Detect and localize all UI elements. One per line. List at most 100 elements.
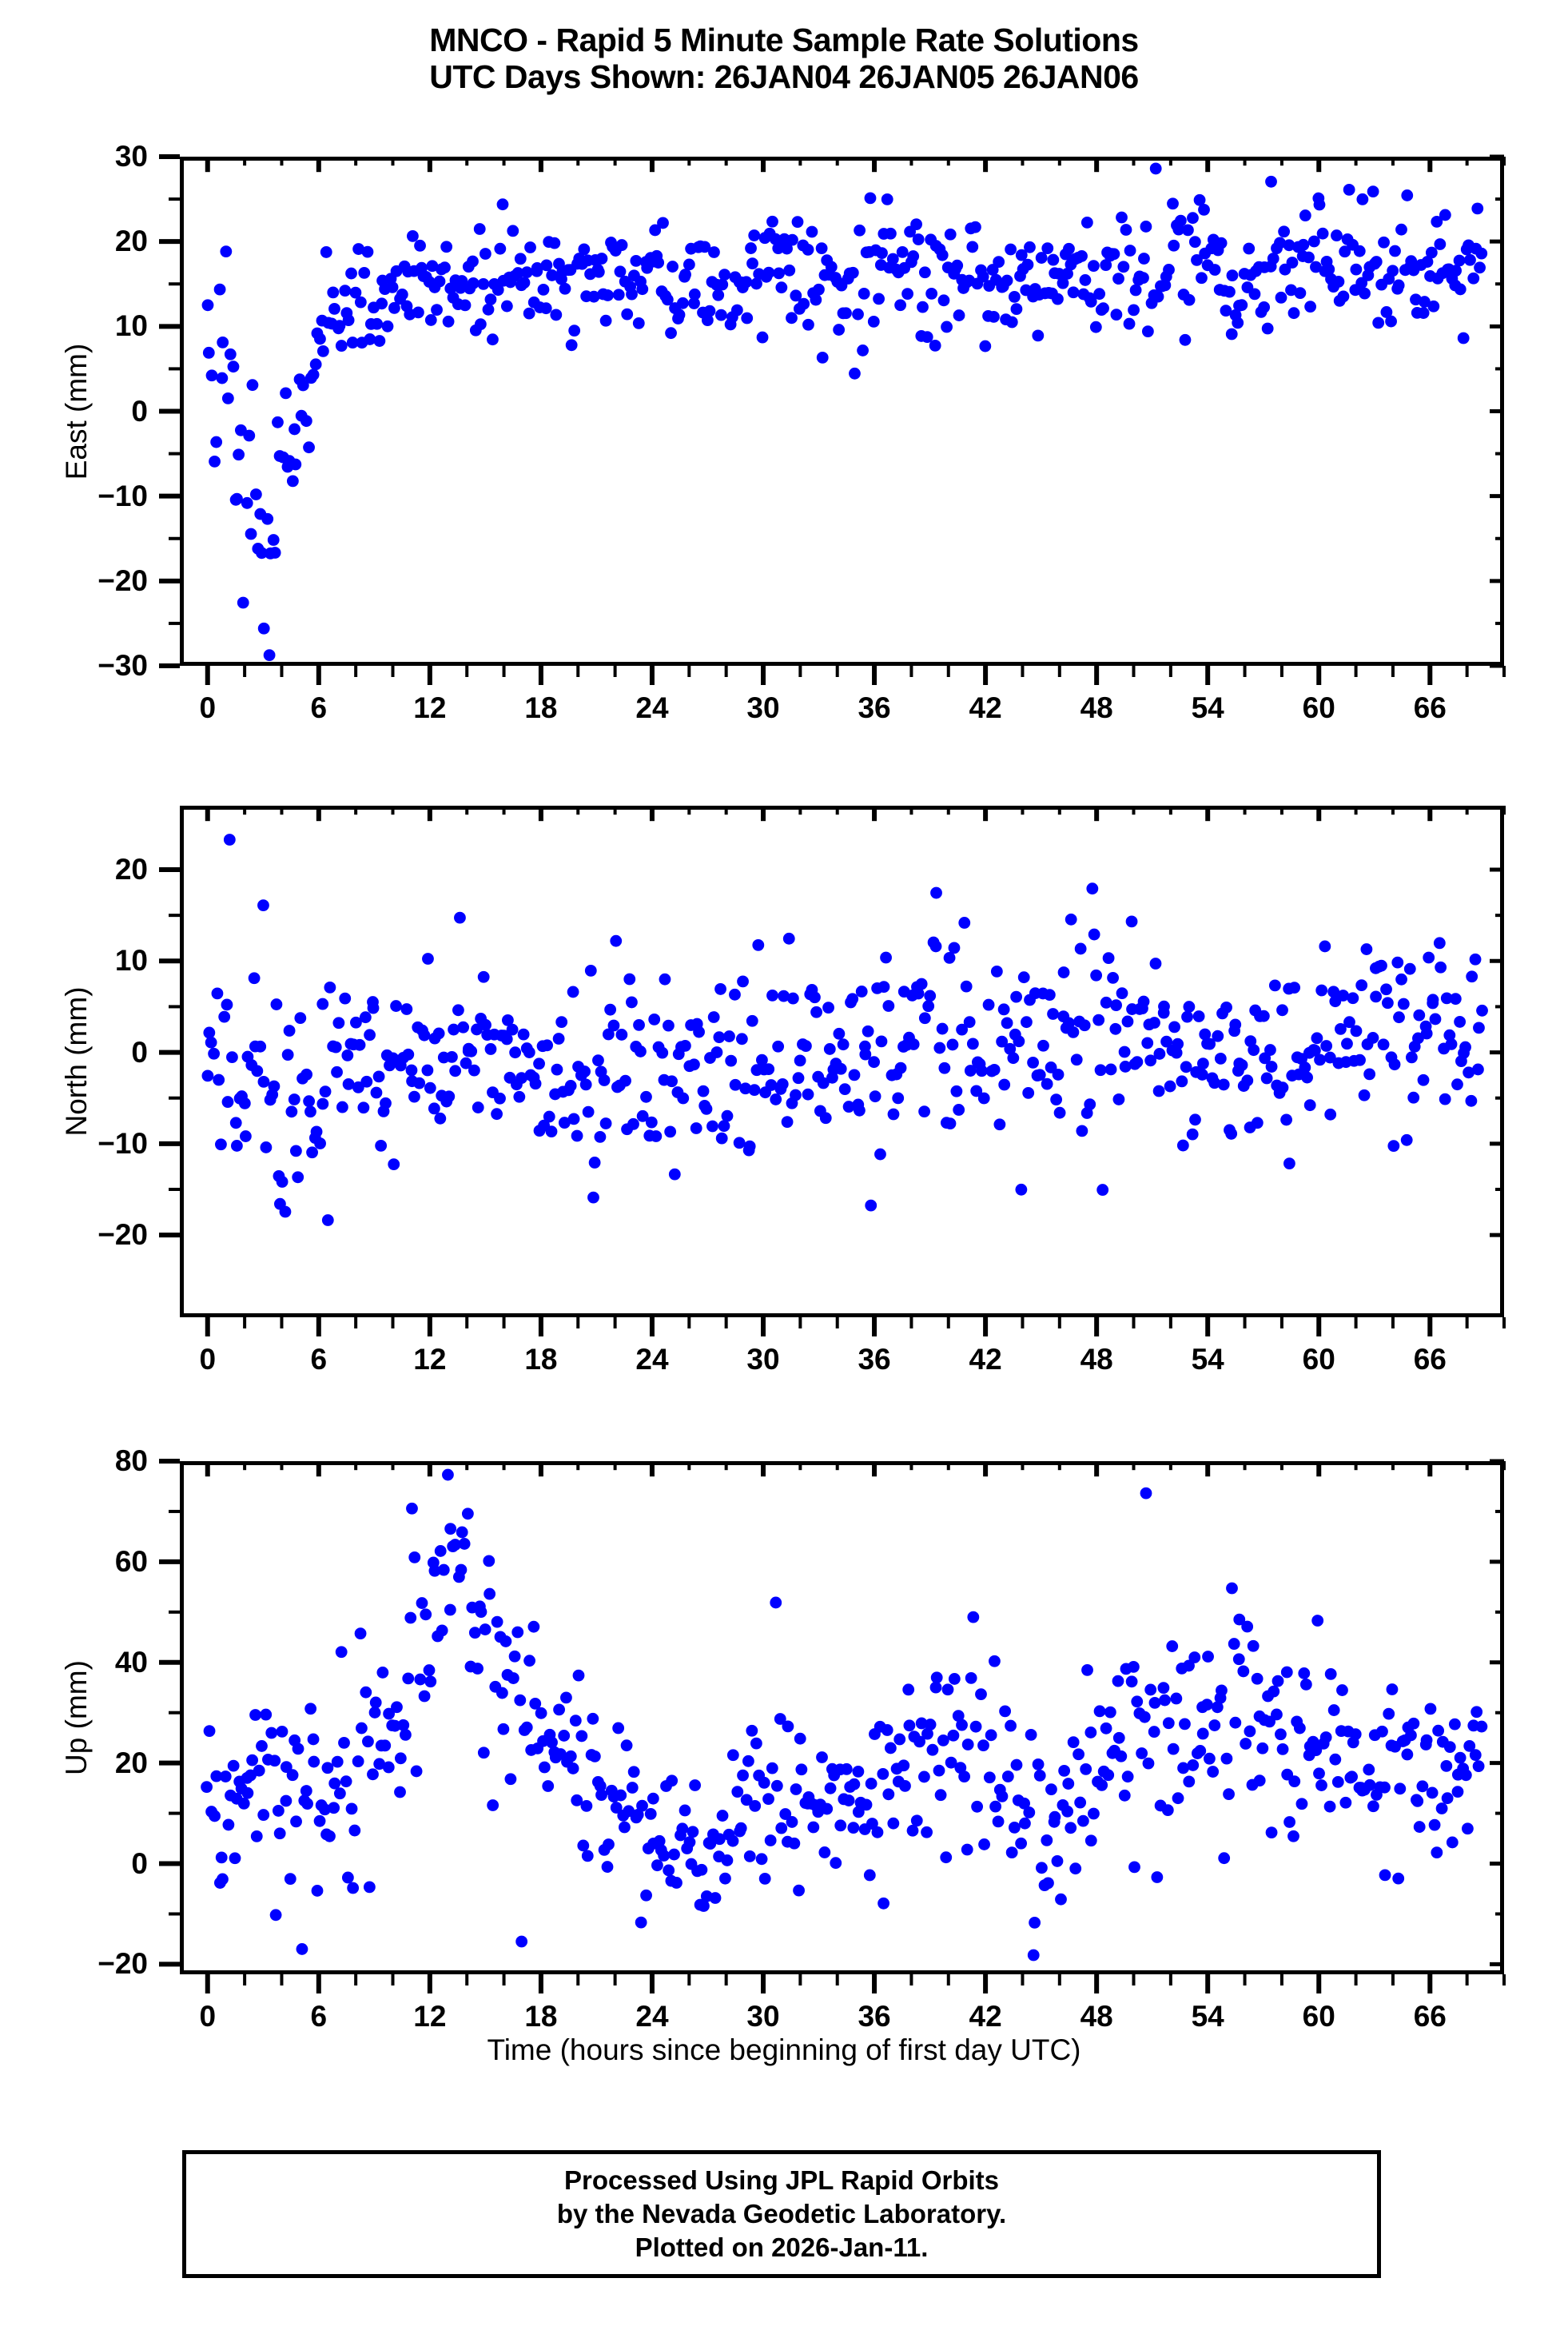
- data-point: [477, 970, 490, 983]
- data-point: [218, 1010, 231, 1023]
- data-point: [1424, 270, 1436, 282]
- data-point: [1350, 1025, 1363, 1038]
- data-point: [284, 1873, 296, 1885]
- data-point: [346, 337, 359, 349]
- data-point: [424, 1675, 437, 1688]
- data-point: [1286, 1069, 1299, 1082]
- data-point: [328, 302, 340, 315]
- data-point: [912, 987, 925, 1000]
- data-point: [520, 266, 533, 279]
- data-point: [331, 1755, 344, 1768]
- data-point: [257, 1075, 270, 1088]
- data-point: [1325, 273, 1337, 285]
- data-point: [971, 1056, 984, 1069]
- data-point: [427, 1556, 440, 1569]
- data-point: [368, 301, 380, 314]
- data-point: [514, 1694, 527, 1707]
- data-point: [309, 358, 322, 371]
- data-point: [1162, 1717, 1175, 1730]
- data-point: [421, 1064, 434, 1077]
- data-point: [308, 1132, 321, 1145]
- data-point: [527, 1620, 540, 1633]
- data-point: [860, 246, 873, 259]
- data-point: [857, 345, 869, 356]
- data-point: [540, 259, 553, 272]
- data-point: [226, 1051, 238, 1063]
- data-point: [394, 1059, 407, 1072]
- data-point: [1354, 1053, 1366, 1066]
- data-point: [615, 1789, 627, 1802]
- data-point: [1304, 301, 1316, 313]
- data-point: [352, 243, 365, 255]
- data-point: [1090, 969, 1103, 982]
- data-point: [1421, 256, 1434, 268]
- data-point: [582, 1105, 595, 1118]
- data-point: [503, 1071, 516, 1084]
- data-point: [1115, 1750, 1128, 1762]
- data-point: [1093, 1705, 1106, 1718]
- y-tick-label: 20: [114, 853, 148, 886]
- data-point: [613, 1079, 626, 1092]
- data-point: [615, 239, 628, 251]
- data-point: [1371, 1789, 1383, 1801]
- data-point: [765, 1079, 778, 1091]
- data-point: [515, 1935, 528, 1948]
- data-point: [1148, 289, 1160, 301]
- data-point: [235, 1782, 248, 1795]
- data-point: [488, 278, 500, 290]
- data-point: [1466, 970, 1478, 983]
- data-point: [809, 991, 821, 1004]
- data-point: [375, 1739, 388, 1752]
- data-point: [1042, 1877, 1054, 1890]
- data-point: [1192, 1747, 1204, 1759]
- data-point: [907, 1038, 920, 1050]
- data-point: [894, 299, 906, 312]
- data-point: [770, 1093, 782, 1105]
- data-point: [612, 289, 625, 301]
- data-point: [965, 1671, 977, 1684]
- data-point: [477, 1746, 490, 1759]
- data-point: [1262, 1690, 1274, 1703]
- data-point: [976, 1065, 988, 1077]
- data-point: [766, 1762, 778, 1774]
- data-point: [1061, 268, 1073, 280]
- data-point: [1053, 268, 1065, 280]
- x-tick-label: 42: [969, 691, 1002, 724]
- data-point: [1347, 1736, 1359, 1749]
- data-point: [1060, 1022, 1073, 1034]
- data-point: [444, 1603, 456, 1616]
- data-point: [1392, 1872, 1405, 1885]
- data-point: [321, 1214, 334, 1226]
- data-point: [1335, 1023, 1347, 1035]
- data-point: [272, 1805, 285, 1817]
- data-point: [924, 990, 937, 1002]
- data-point: [472, 1663, 484, 1675]
- data-point: [1416, 1780, 1429, 1793]
- data-point: [253, 1764, 265, 1777]
- data-point: [1368, 1729, 1381, 1742]
- data-point: [729, 988, 741, 1001]
- data-point: [1280, 1113, 1292, 1126]
- data-point: [587, 1712, 599, 1725]
- data-point: [564, 264, 577, 277]
- data-point: [347, 1882, 360, 1894]
- data-point: [301, 1798, 313, 1810]
- data-point: [209, 1810, 221, 1822]
- data-point: [892, 266, 905, 279]
- data-point: [473, 1600, 486, 1613]
- data-point: [1303, 1099, 1316, 1112]
- data-point: [1431, 1846, 1443, 1858]
- data-point: [1336, 1684, 1348, 1696]
- data-point: [1435, 1802, 1448, 1814]
- data-point: [1118, 1046, 1131, 1058]
- data-point: [405, 1064, 418, 1077]
- data-point: [1246, 1778, 1259, 1791]
- data-point: [810, 1006, 822, 1018]
- data-point: [983, 1771, 996, 1784]
- data-point: [1382, 997, 1394, 1010]
- data-point: [913, 1735, 925, 1748]
- data-point: [1249, 1004, 1262, 1017]
- data-point: [858, 287, 870, 300]
- data-point: [1292, 1068, 1305, 1081]
- data-point: [731, 1786, 744, 1798]
